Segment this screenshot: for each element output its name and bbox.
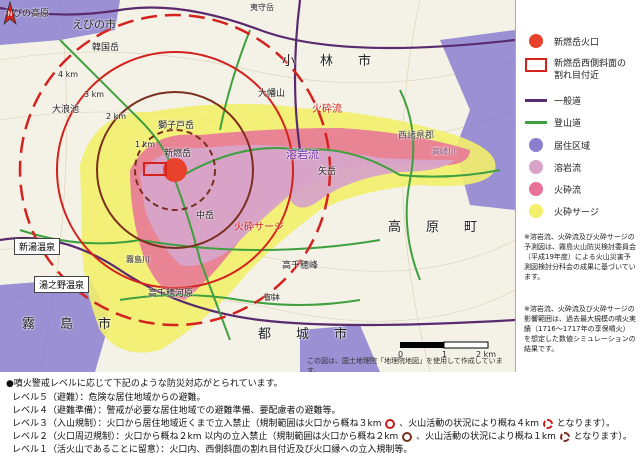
note-level-2: レベル２（火口周辺規制）：火口から概ね２km 以内の立入禁止（規制範囲は火口から… xyxy=(12,429,632,442)
label-pyroclastic-surge: 火砕サージ xyxy=(234,222,284,233)
legend-fissure: 新燃岳西側斜面の割れ目付近 xyxy=(524,58,626,82)
note-level-4: レベル４（避難準備）：警戒が必要な居住地域での避難準備、要配慮者の避難等。 xyxy=(12,406,341,416)
label-yatake: 矢岳 xyxy=(318,167,337,177)
legend-panel: 新燃岳火口 新燃岳西側斜面の割れ目付近 一般道 登山道 居住区域 溶岩流 火砕流… xyxy=(520,0,640,372)
surge-symbol-icon xyxy=(529,204,543,218)
general-road-line-icon xyxy=(525,99,547,102)
label-ring-4km: 4 km xyxy=(58,70,79,79)
scale-zero: 0 xyxy=(398,350,404,359)
alert-level-notes: ●噴火警戒レベルに応じて下記のような防災対応がとられています。 レベル５（避難）… xyxy=(0,372,640,458)
scale-one: 1 xyxy=(442,350,448,359)
lava-symbol-icon xyxy=(529,160,543,174)
residential-symbol-icon xyxy=(529,138,543,152)
label-shinyu-onsen: 新湯温泉 xyxy=(14,238,61,255)
lava-flow-lobe xyxy=(290,150,455,208)
west-slope-fissure xyxy=(143,162,167,176)
legend-surge: 火砕サージ xyxy=(524,204,599,218)
label-shinmoedake: 新燃岳 xyxy=(164,149,192,159)
hazard-map: えびの高原 えびの市 小 林 市 高 原 町 霧 島 市 都 城 市 西諸県郡 … xyxy=(0,0,516,372)
label-manohoka: 霧島川 xyxy=(126,255,150,264)
fissure-symbol-icon xyxy=(525,58,547,72)
label-onamiike: 大浪池 xyxy=(52,105,80,115)
label-ring-2km: 2 km xyxy=(106,112,127,121)
label-mimata: 御鉢 xyxy=(264,293,280,302)
shinmoedake-crater xyxy=(163,158,187,182)
map-graphics xyxy=(0,0,515,372)
legend-fissure-label: 新燃岳西側斜面の割れ目付近 xyxy=(554,59,627,81)
legend-pyroclastic-flow: 火砕流 xyxy=(524,182,581,196)
note-level-3-tail-a: 、火山活動の状況により概ね４km xyxy=(399,419,540,429)
legend-residential: 居住区域 xyxy=(524,138,590,152)
ring-solid-red-icon xyxy=(385,418,396,429)
legend-general-road-label: 一般道 xyxy=(554,97,582,107)
note-level-1: レベル１（活火山であることに留意）：火口内、西側斜面の割れ目付近及び火口縁への立… xyxy=(12,445,413,455)
scale-two: 2 km xyxy=(476,350,497,359)
label-kobayashi-city: 小 林 市 xyxy=(282,54,378,69)
ring-4km xyxy=(18,13,332,327)
label-yuza: 夷守岳 xyxy=(250,3,274,12)
label-shishiko: 獅子戸岳 xyxy=(158,121,195,131)
label-nishi-morokata: 西諸県郡 xyxy=(398,131,435,141)
legend-crater-label: 新燃岳火口 xyxy=(554,37,600,48)
note-level-3-text: レベル３（入山規制）：火口から居住地域近くまで立入禁止（規制範囲は火口から概ね３… xyxy=(12,419,382,429)
legend-note-1: ※溶岩流、火砕流及び火砕サージの予測図は、霧島火山防災検討委員会（平成19年度）… xyxy=(524,233,636,281)
label-miyakonojo-city: 都 城 市 xyxy=(258,327,354,342)
pyroclastic-flow-symbol-icon xyxy=(529,182,543,196)
legend-trail-label: 登山道 xyxy=(554,119,582,129)
note-level-5: レベル５（避難）：危険な居住地域からの避難。 xyxy=(12,393,206,403)
legend-general-road: 一般道 xyxy=(524,94,581,107)
general-roads xyxy=(0,0,515,327)
label-takaharu-town: 高 原 町 xyxy=(388,220,484,235)
ring-dashed-red-icon xyxy=(542,418,553,429)
label-takachiho-kawara: 高千穂河原 xyxy=(148,289,194,299)
legend-residential-label: 居住区域 xyxy=(554,141,591,152)
label-karakunidake: 韓国岳 xyxy=(92,43,120,53)
ring-3km xyxy=(56,51,294,289)
ring-dashed-brown-icon xyxy=(559,431,570,442)
scale-bar: 0 1 2 km xyxy=(396,336,496,366)
note-level-3: レベル３（入山規制）：火口から居住地域近くまで立入禁止（規制範囲は火口から概ね３… xyxy=(12,416,615,429)
label-ring-3km: 3 km xyxy=(84,90,105,99)
north-arrow-icon: N xyxy=(3,0,17,26)
map-attribution: この図は、国土地理院「地理院地図」を使用して作成しています。 xyxy=(307,357,503,372)
svg-text:N: N xyxy=(7,10,12,18)
label-ebino-city: えびの市 xyxy=(72,18,116,31)
legend-pyroclastic-flow-label: 火砕流 xyxy=(554,185,582,196)
note-level-2-text: レベル２（火口周辺規制）：火口から概ね２km 以内の立入禁止（規制範囲は火口から… xyxy=(12,432,399,442)
legend-note-2: ※溶岩流、火砕流及び火砕サージの影響範囲は、過去最大規模の噴火実績（1716〜1… xyxy=(524,305,636,353)
legend-crater: 新燃岳火口 xyxy=(524,34,599,48)
label-kirishima-city: 霧 島 市 xyxy=(22,317,118,332)
label-ebino-plateau: えびの高原 xyxy=(4,9,50,19)
ring-1km xyxy=(134,129,216,211)
scale-bar-graphic xyxy=(400,341,489,349)
residential-areas xyxy=(0,0,515,372)
crater-symbol-icon xyxy=(529,34,543,48)
note-level-3-tail-b: となります）。 xyxy=(556,419,616,429)
trail-line-icon xyxy=(525,121,547,124)
notes-header: ●噴火警戒レベルに応じて下記のような防災対応がとられています。 xyxy=(6,379,283,389)
legend-lava: 溶岩流 xyxy=(524,160,581,174)
note-level-2-tail-b: となります）。 xyxy=(573,432,632,442)
legend-lava-label: 溶岩流 xyxy=(554,163,582,174)
ring-solid-brown-icon xyxy=(402,431,413,442)
legend-trail: 登山道 xyxy=(524,116,581,129)
legend-surge-label: 火砕サージ xyxy=(554,207,599,218)
label-yunono-onsen: 湯之野温泉 xyxy=(34,276,90,293)
label-pyroclastic-flow: 火砕流 xyxy=(312,104,342,115)
ring-2km xyxy=(96,91,254,249)
label-ring-1km: 1 km xyxy=(135,140,156,149)
label-ohatayama: 大幡山 xyxy=(258,89,286,99)
label-takachihonomine: 高千穂峰 xyxy=(282,261,319,271)
label-lava-flow: 溶岩流 xyxy=(286,148,319,161)
note-level-2-tail-a: 、火山活動の状況により概ね１km xyxy=(416,432,556,442)
label-nakadake: 中岳 xyxy=(196,211,215,221)
label-takahara-river: 高崎川 xyxy=(432,147,456,156)
